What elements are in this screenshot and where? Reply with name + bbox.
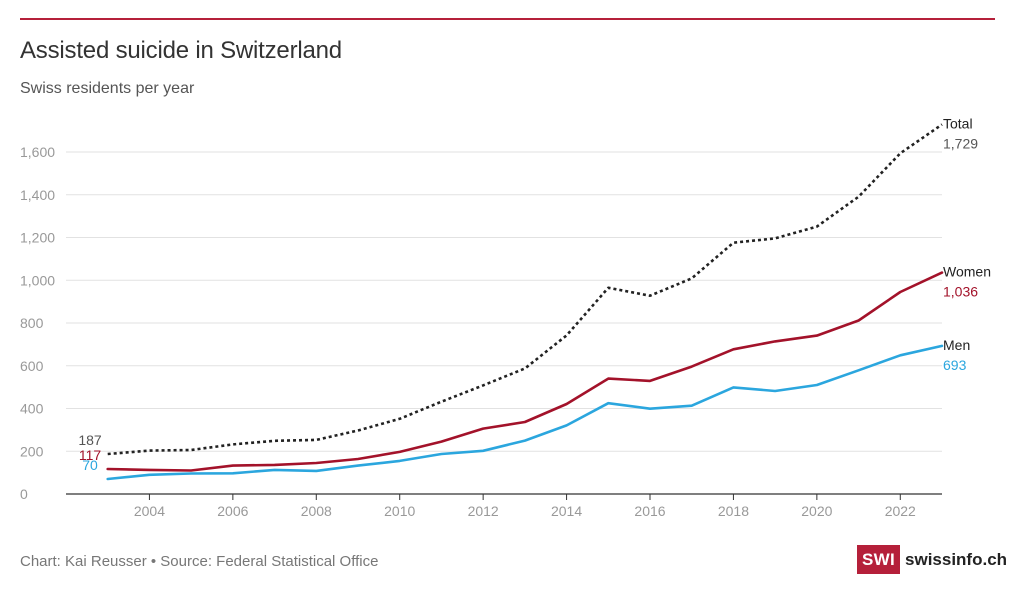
y-tick-label: 1,000 [20,272,55,288]
end-label-women: 1,036 [943,284,978,300]
swi-logo-box: SWI [857,545,901,574]
x-tick-label: 2014 [551,503,582,519]
x-tick-label: 2010 [384,503,415,519]
y-tick-label: 600 [20,358,44,374]
start-label-total: 187 [78,432,102,448]
y-tick-label: 0 [20,486,28,502]
y-tick-label: 200 [20,443,44,459]
end-label-total: 1,729 [943,135,978,151]
series-line-total [107,123,943,456]
x-tick-label: 2018 [718,503,749,519]
series-name-total: Total [943,115,973,131]
series-name-men: Men [943,337,970,353]
x-tick-label: 2004 [134,503,165,519]
y-tick-label: 1,400 [20,187,55,203]
x-tick-label: 2016 [634,503,665,519]
start-label-men: 70 [82,457,98,473]
start-label-women: 117 [79,447,102,463]
chart-source: Chart: Kai Reusser • Source: Federal Sta… [20,553,379,570]
logo-text: swissinfo.ch [905,549,1008,569]
y-tick-label: 400 [20,401,44,417]
swissinfo-logo[interactable]: SWI swissinfo.ch [857,545,1007,574]
x-tick-label: 2020 [801,503,832,519]
series-name-women: Women [943,264,991,280]
top-accent-line [20,18,995,20]
x-tick-label: 2012 [468,503,499,519]
x-tick-label: 2006 [217,503,248,519]
series-line-men [106,344,944,481]
x-tick-label: 2022 [885,503,916,519]
x-tick-label: 2008 [301,503,332,519]
y-tick-label: 1,200 [20,230,55,246]
y-tick-label: 800 [20,315,44,331]
y-tick-label: 1,600 [20,144,55,160]
end-label-men: 693 [943,357,967,373]
chart-title: Assisted suicide in Switzerland [20,37,342,64]
chart-subtitle: Swiss residents per year [20,80,195,97]
series-line-women [106,271,944,472]
